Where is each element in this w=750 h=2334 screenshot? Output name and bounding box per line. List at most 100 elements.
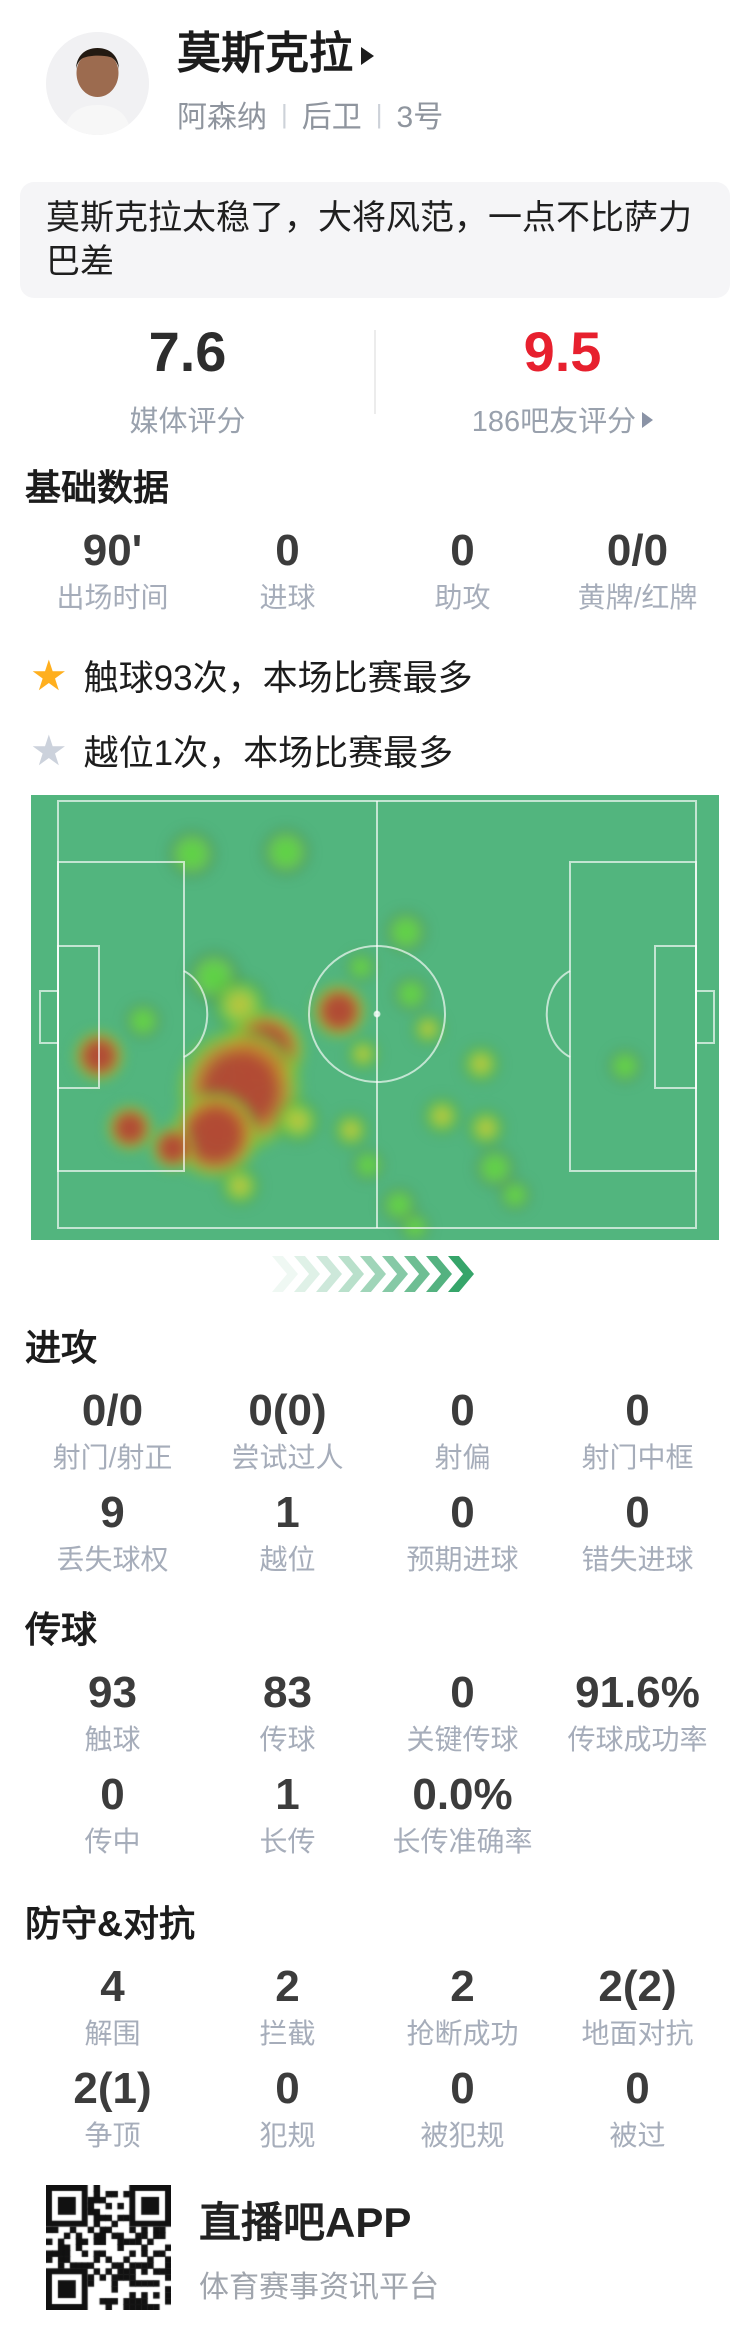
heatmap-blob-layer <box>31 795 719 1240</box>
ratings-divider <box>374 330 376 414</box>
star-icon: ★ <box>30 651 68 699</box>
stat-value: 90' <box>82 526 143 575</box>
stat-label: 射偏 <box>434 1442 491 1473</box>
stat-label: 错失进球 <box>581 1544 694 1575</box>
fans-rating-value: 9.5 <box>523 320 602 383</box>
stat-cell: 0 助攻 <box>375 526 550 616</box>
stat-cell: 0 被过 <box>550 2064 725 2154</box>
defense-stat-grid: 4 解围 2 拦截 2 抢断成功 2(2) 地面对抗 2(1) 争顶 0 犯规 0 被犯规 0 被过 <box>25 1962 725 2154</box>
stat-label: 传中 <box>84 1826 141 1857</box>
section-title-defense: 防守&对抗 <box>25 1903 195 1944</box>
media-rating-label: 媒体评分 <box>129 398 245 440</box>
heatmap-blob <box>423 1097 461 1135</box>
fans-rating-arrow-icon <box>642 412 654 428</box>
section-defense: 防守&对抗 4 解围 2 拦截 2 抢断成功 2(2) 地面对抗 2(1) 争顶 0 犯规 0 被犯规 0 被… <box>25 1902 725 2154</box>
stat-label: 长传 <box>259 1826 316 1857</box>
heatmap-blob <box>393 976 429 1012</box>
stat-cell: 0 传中 <box>25 1770 200 1860</box>
section-title-passing: 传球 <box>25 1609 98 1650</box>
stat-label: 丢失球权 <box>56 1544 169 1575</box>
stat-label: 触球 <box>84 1724 141 1755</box>
passing-stat-grid: 93 触球 83 传球 0 关键传球 91.6% 传球成功率 0 传中 1 长传 0.0% 长传准确率 <box>25 1668 725 1860</box>
stat-label: 射门/射正 <box>52 1442 173 1473</box>
stat-value: 0 <box>625 2064 650 2113</box>
stat-label: 地面对抗 <box>581 2018 694 2049</box>
player-subtitle: 阿森纳 | 后卫 | 3号 <box>177 92 443 136</box>
ratings-row: 7.6 媒体评分 9.5 186吧友评分 <box>0 322 750 440</box>
stat-value: 0 <box>450 526 475 575</box>
fans-rating-label-text: 186吧友评分 <box>471 406 637 438</box>
avatar-image <box>46 31 149 135</box>
heatmap-blob <box>276 1099 320 1143</box>
heatmap-blob <box>312 984 366 1038</box>
stat-value: 0(0) <box>248 1386 327 1435</box>
stat-cell: 2 抢断成功 <box>375 1962 550 2052</box>
heatmap-blob <box>467 1109 505 1147</box>
stat-cell: 1 越位 <box>200 1488 375 1578</box>
stat-cell: 83 传球 <box>200 1668 375 1758</box>
stat-cell: 0 预期进球 <box>375 1488 550 1578</box>
stat-cell: 2 拦截 <box>200 1962 375 2052</box>
chevron-icon <box>272 1256 298 1292</box>
stat-cell: 4 解围 <box>25 1962 200 2052</box>
stat-value: 0/0 <box>606 526 669 575</box>
stat-value: 0 <box>625 1488 650 1537</box>
stat-value: 0 <box>100 1770 125 1819</box>
heatmap-blob <box>462 1045 500 1083</box>
stat-cell <box>550 1770 725 1860</box>
name-arrow-icon <box>361 47 374 66</box>
stat-cell: 0(0) 尝试过人 <box>200 1386 375 1476</box>
stat-cell: 1 长传 <box>200 1770 375 1860</box>
section-title-attack: 进攻 <box>25 1327 98 1368</box>
stat-label: 被犯规 <box>420 2120 505 2151</box>
stat-value: 0 <box>450 1386 475 1435</box>
stat-label: 尝试过人 <box>231 1442 344 1473</box>
heatmap-blob <box>347 1038 379 1070</box>
stat-cell: 0 射门中框 <box>550 1386 725 1476</box>
stat-label: 越位 <box>259 1544 316 1575</box>
stat-label: 助攻 <box>434 582 491 613</box>
stat-value: 83 <box>263 1668 312 1717</box>
stat-value: 0 <box>275 2064 300 2113</box>
stat-label: 犯规 <box>259 2120 316 2151</box>
stat-label: 传球 <box>259 1724 316 1755</box>
media-rating-label-text: 媒体评分 <box>129 406 246 438</box>
heatmap-blob <box>151 1126 195 1170</box>
stat-label: 抢断成功 <box>406 2018 519 2049</box>
player-name: 莫斯克拉 <box>177 29 353 78</box>
stat-value: 2(2) <box>598 1962 677 2011</box>
stat-value: 9 <box>100 1488 125 1537</box>
comment-quote-card: 莫斯克拉太稳了，大将风范，一点不比萨力巴差 <box>20 182 730 298</box>
footer-text: 直播吧APP 体育赛事资讯平台 <box>199 2189 439 2306</box>
footer-tagline: 体育赛事资讯平台 <box>199 2271 439 2304</box>
stat-cell: 2(2) 地面对抗 <box>550 1962 725 2052</box>
stat-label: 被过 <box>609 2120 666 2151</box>
stat-label: 进球 <box>259 582 316 613</box>
stat-cell: 0 错失进球 <box>550 1488 725 1578</box>
stat-cell: 0/0 射门/射正 <box>25 1386 200 1476</box>
stat-cell: 91.6% 传球成功率 <box>550 1668 725 1758</box>
stat-cell: 0.0% 长传准确率 <box>375 1770 550 1860</box>
stat-value: 0 <box>450 1488 475 1537</box>
subtitle-divider: | <box>281 98 288 129</box>
heatmap-blob <box>608 1049 642 1083</box>
chevron-separator <box>0 1256 750 1292</box>
highlight-rows: ★ 触球93次，本场比赛最多 ★ 越位1次，本场比赛最多 <box>30 650 473 776</box>
fans-rating[interactable]: 9.5 186吧友评分 <box>375 322 750 440</box>
stat-value: 2 <box>275 1962 300 2011</box>
stat-cell: 2(1) 争顶 <box>25 2064 200 2154</box>
stat-cell: 0 被犯规 <box>375 2064 550 2154</box>
stat-label: 解围 <box>84 2018 141 2049</box>
stat-cell: 9 丢失球权 <box>25 1488 200 1578</box>
player-avatar <box>46 31 149 135</box>
qr-code <box>46 2185 171 2310</box>
player-name-row[interactable]: 莫斯克拉 <box>177 29 443 78</box>
heatmap-blob <box>499 1179 531 1211</box>
stat-label: 关键传球 <box>406 1724 519 1755</box>
attack-stat-grid: 0/0 射门/射正 0(0) 尝试过人 0 射偏 0 射门中框 9 丢失球权 1 越位 0 预期进球 0 错失… <box>25 1386 725 1578</box>
player-header: 莫斯克拉 阿森纳 | 后卫 | 3号 <box>46 29 443 136</box>
stat-cell: 93 触球 <box>25 1668 200 1758</box>
stat-value: 1 <box>275 1488 300 1537</box>
stat-label: 黄牌/红牌 <box>577 582 698 613</box>
